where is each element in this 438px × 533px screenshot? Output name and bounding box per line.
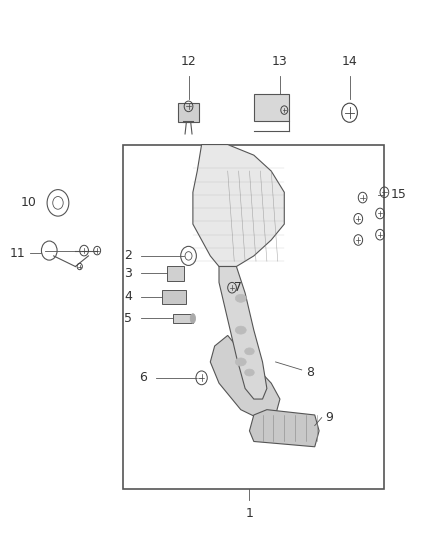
Text: 3: 3: [124, 267, 132, 280]
Ellipse shape: [190, 314, 195, 323]
Ellipse shape: [235, 294, 246, 302]
Bar: [173, 314, 193, 323]
Text: 14: 14: [342, 55, 357, 68]
Text: 6: 6: [139, 372, 147, 384]
Text: 8: 8: [306, 366, 314, 379]
Bar: [167, 266, 184, 281]
Polygon shape: [193, 144, 284, 266]
Ellipse shape: [245, 369, 254, 376]
Text: 15: 15: [391, 189, 407, 201]
Text: 4: 4: [124, 290, 132, 303]
Bar: [254, 94, 289, 120]
Text: 1: 1: [246, 506, 254, 520]
Ellipse shape: [235, 326, 246, 334]
Bar: [123, 144, 385, 489]
Text: 2: 2: [124, 249, 132, 262]
Ellipse shape: [235, 358, 246, 366]
Text: 10: 10: [20, 196, 36, 209]
Text: 13: 13: [272, 55, 288, 68]
Polygon shape: [219, 266, 267, 399]
Ellipse shape: [245, 348, 254, 355]
Text: 5: 5: [124, 312, 132, 325]
Polygon shape: [250, 410, 319, 447]
Bar: [162, 290, 186, 304]
Text: 9: 9: [325, 411, 333, 424]
Text: 11: 11: [10, 247, 25, 260]
Bar: [178, 103, 199, 122]
Text: 7: 7: [234, 281, 242, 294]
Polygon shape: [210, 335, 280, 420]
Text: 12: 12: [180, 55, 196, 68]
